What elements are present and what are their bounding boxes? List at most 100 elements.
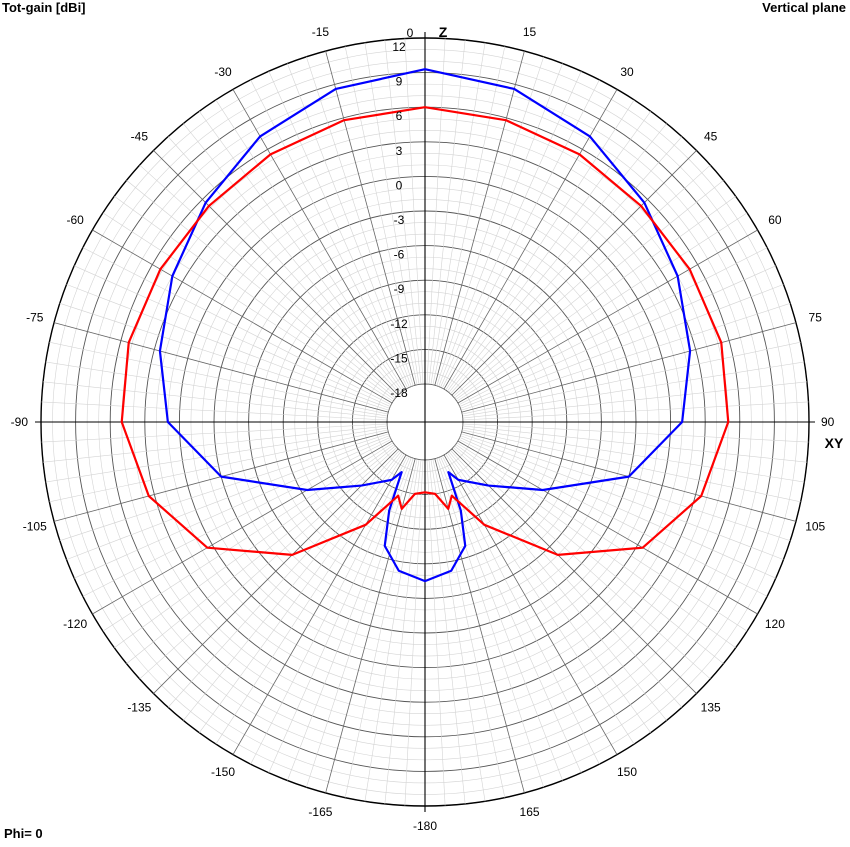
- angle-tick-label: -135: [127, 701, 151, 715]
- major-spoke: [92, 229, 393, 404]
- minor-spoke: [306, 458, 414, 788]
- minor-spoke: [74, 437, 391, 579]
- minor-spoke: [440, 456, 582, 773]
- angle-tick-label: 15: [523, 25, 537, 39]
- major-spoke: [443, 89, 618, 390]
- major-spoke: [325, 458, 416, 794]
- major-spoke: [443, 454, 618, 755]
- angle-tick-label: -30: [214, 65, 232, 79]
- minor-spoke: [447, 111, 651, 392]
- minor-spoke: [438, 63, 563, 387]
- major-spoke: [457, 229, 758, 404]
- minor-spoke: [66, 435, 390, 560]
- minor-spoke: [455, 444, 736, 648]
- angle-tick-label: 135: [701, 701, 721, 715]
- minor-spoke: [344, 46, 418, 385]
- minor-spoke: [126, 180, 396, 399]
- minor-spoke: [268, 456, 410, 773]
- major-spoke: [232, 89, 407, 390]
- minor-spoke: [461, 433, 791, 541]
- minor-spoke: [167, 136, 400, 394]
- minor-spoke: [447, 452, 651, 733]
- minor-spoke: [428, 459, 466, 804]
- angle-tick-label: 30: [620, 65, 634, 79]
- minor-spoke: [454, 445, 724, 664]
- minor-spoke: [183, 123, 402, 393]
- minor-spoke: [82, 438, 392, 597]
- minor-spoke: [450, 450, 683, 708]
- series-1-line: [158, 68, 692, 583]
- minor-spoke: [445, 99, 635, 391]
- minor-spoke: [462, 423, 809, 443]
- minor-spoke: [458, 247, 768, 406]
- minor-spoke: [456, 442, 748, 632]
- major-spoke: [451, 150, 697, 396]
- radial-tick-label: 6: [396, 109, 403, 123]
- minor-spoke: [426, 459, 446, 806]
- minor-spoke: [199, 111, 403, 392]
- major-spoke: [434, 458, 525, 794]
- radial-tick-label: -18: [390, 386, 408, 400]
- minor-spoke: [428, 40, 466, 385]
- angle-tick-label: 165: [520, 805, 540, 819]
- minor-spoke: [430, 42, 486, 385]
- radial-tick-label: 3: [396, 144, 403, 158]
- minor-spoke: [462, 401, 809, 421]
- angular-spokes: [35, 32, 815, 812]
- minor-spoke: [199, 452, 403, 733]
- minor-spoke: [102, 212, 394, 402]
- minor-spoke: [456, 212, 748, 402]
- minor-spoke: [74, 265, 391, 407]
- minor-spoke: [462, 381, 807, 419]
- minor-spoke: [445, 453, 635, 745]
- minor-spoke: [432, 46, 506, 385]
- angle-tick-label: -120: [63, 617, 87, 631]
- minor-spoke: [461, 303, 791, 411]
- major-spoke: [434, 50, 525, 386]
- xy-axis-name: XY: [825, 435, 844, 451]
- angle-tick-label: 120: [765, 617, 785, 631]
- minor-spoke: [384, 40, 422, 385]
- minor-spoke: [404, 38, 424, 385]
- major-spoke: [325, 50, 416, 386]
- minor-spoke: [268, 71, 410, 388]
- minor-spoke: [139, 164, 397, 397]
- angle-tick-label: -180: [413, 819, 437, 833]
- minor-spoke: [41, 401, 388, 421]
- radial-tick-label: -12: [390, 317, 408, 331]
- minor-spoke: [426, 38, 446, 385]
- minor-spoke: [440, 71, 582, 388]
- radial-tick-label: -3: [394, 213, 405, 227]
- series-2-line: [120, 106, 730, 556]
- minor-spoke: [462, 429, 801, 503]
- radial-tick-label: 9: [396, 75, 403, 89]
- minor-spoke: [215, 453, 405, 745]
- radial-axis-title: Tot-gain [dBi]: [2, 0, 86, 15]
- major-spoke: [457, 440, 758, 615]
- minor-spoke: [448, 123, 667, 393]
- minor-spoke: [364, 42, 420, 385]
- minor-spoke: [454, 180, 724, 399]
- minor-spoke: [441, 79, 600, 389]
- minor-spoke: [183, 451, 402, 721]
- minor-spoke: [441, 455, 600, 765]
- minor-spoke: [215, 99, 405, 391]
- minor-spoke: [82, 247, 392, 406]
- minor-spoke: [250, 79, 409, 389]
- minor-spoke: [436, 56, 544, 386]
- minor-spoke: [45, 361, 388, 417]
- minor-spoke: [384, 459, 422, 804]
- radial-tick-label: 0: [396, 178, 403, 192]
- major-spoke: [53, 322, 389, 413]
- minor-spoke: [287, 63, 412, 387]
- angle-tick-label: 60: [768, 213, 782, 227]
- minor-spoke: [460, 284, 784, 409]
- minor-spoke: [462, 425, 807, 463]
- minor-spoke: [459, 437, 776, 579]
- angle-tick-label: -90: [11, 415, 29, 429]
- minor-spoke: [404, 459, 424, 806]
- minor-spoke: [250, 455, 409, 765]
- minor-spoke: [430, 459, 486, 802]
- minor-spoke: [102, 442, 394, 632]
